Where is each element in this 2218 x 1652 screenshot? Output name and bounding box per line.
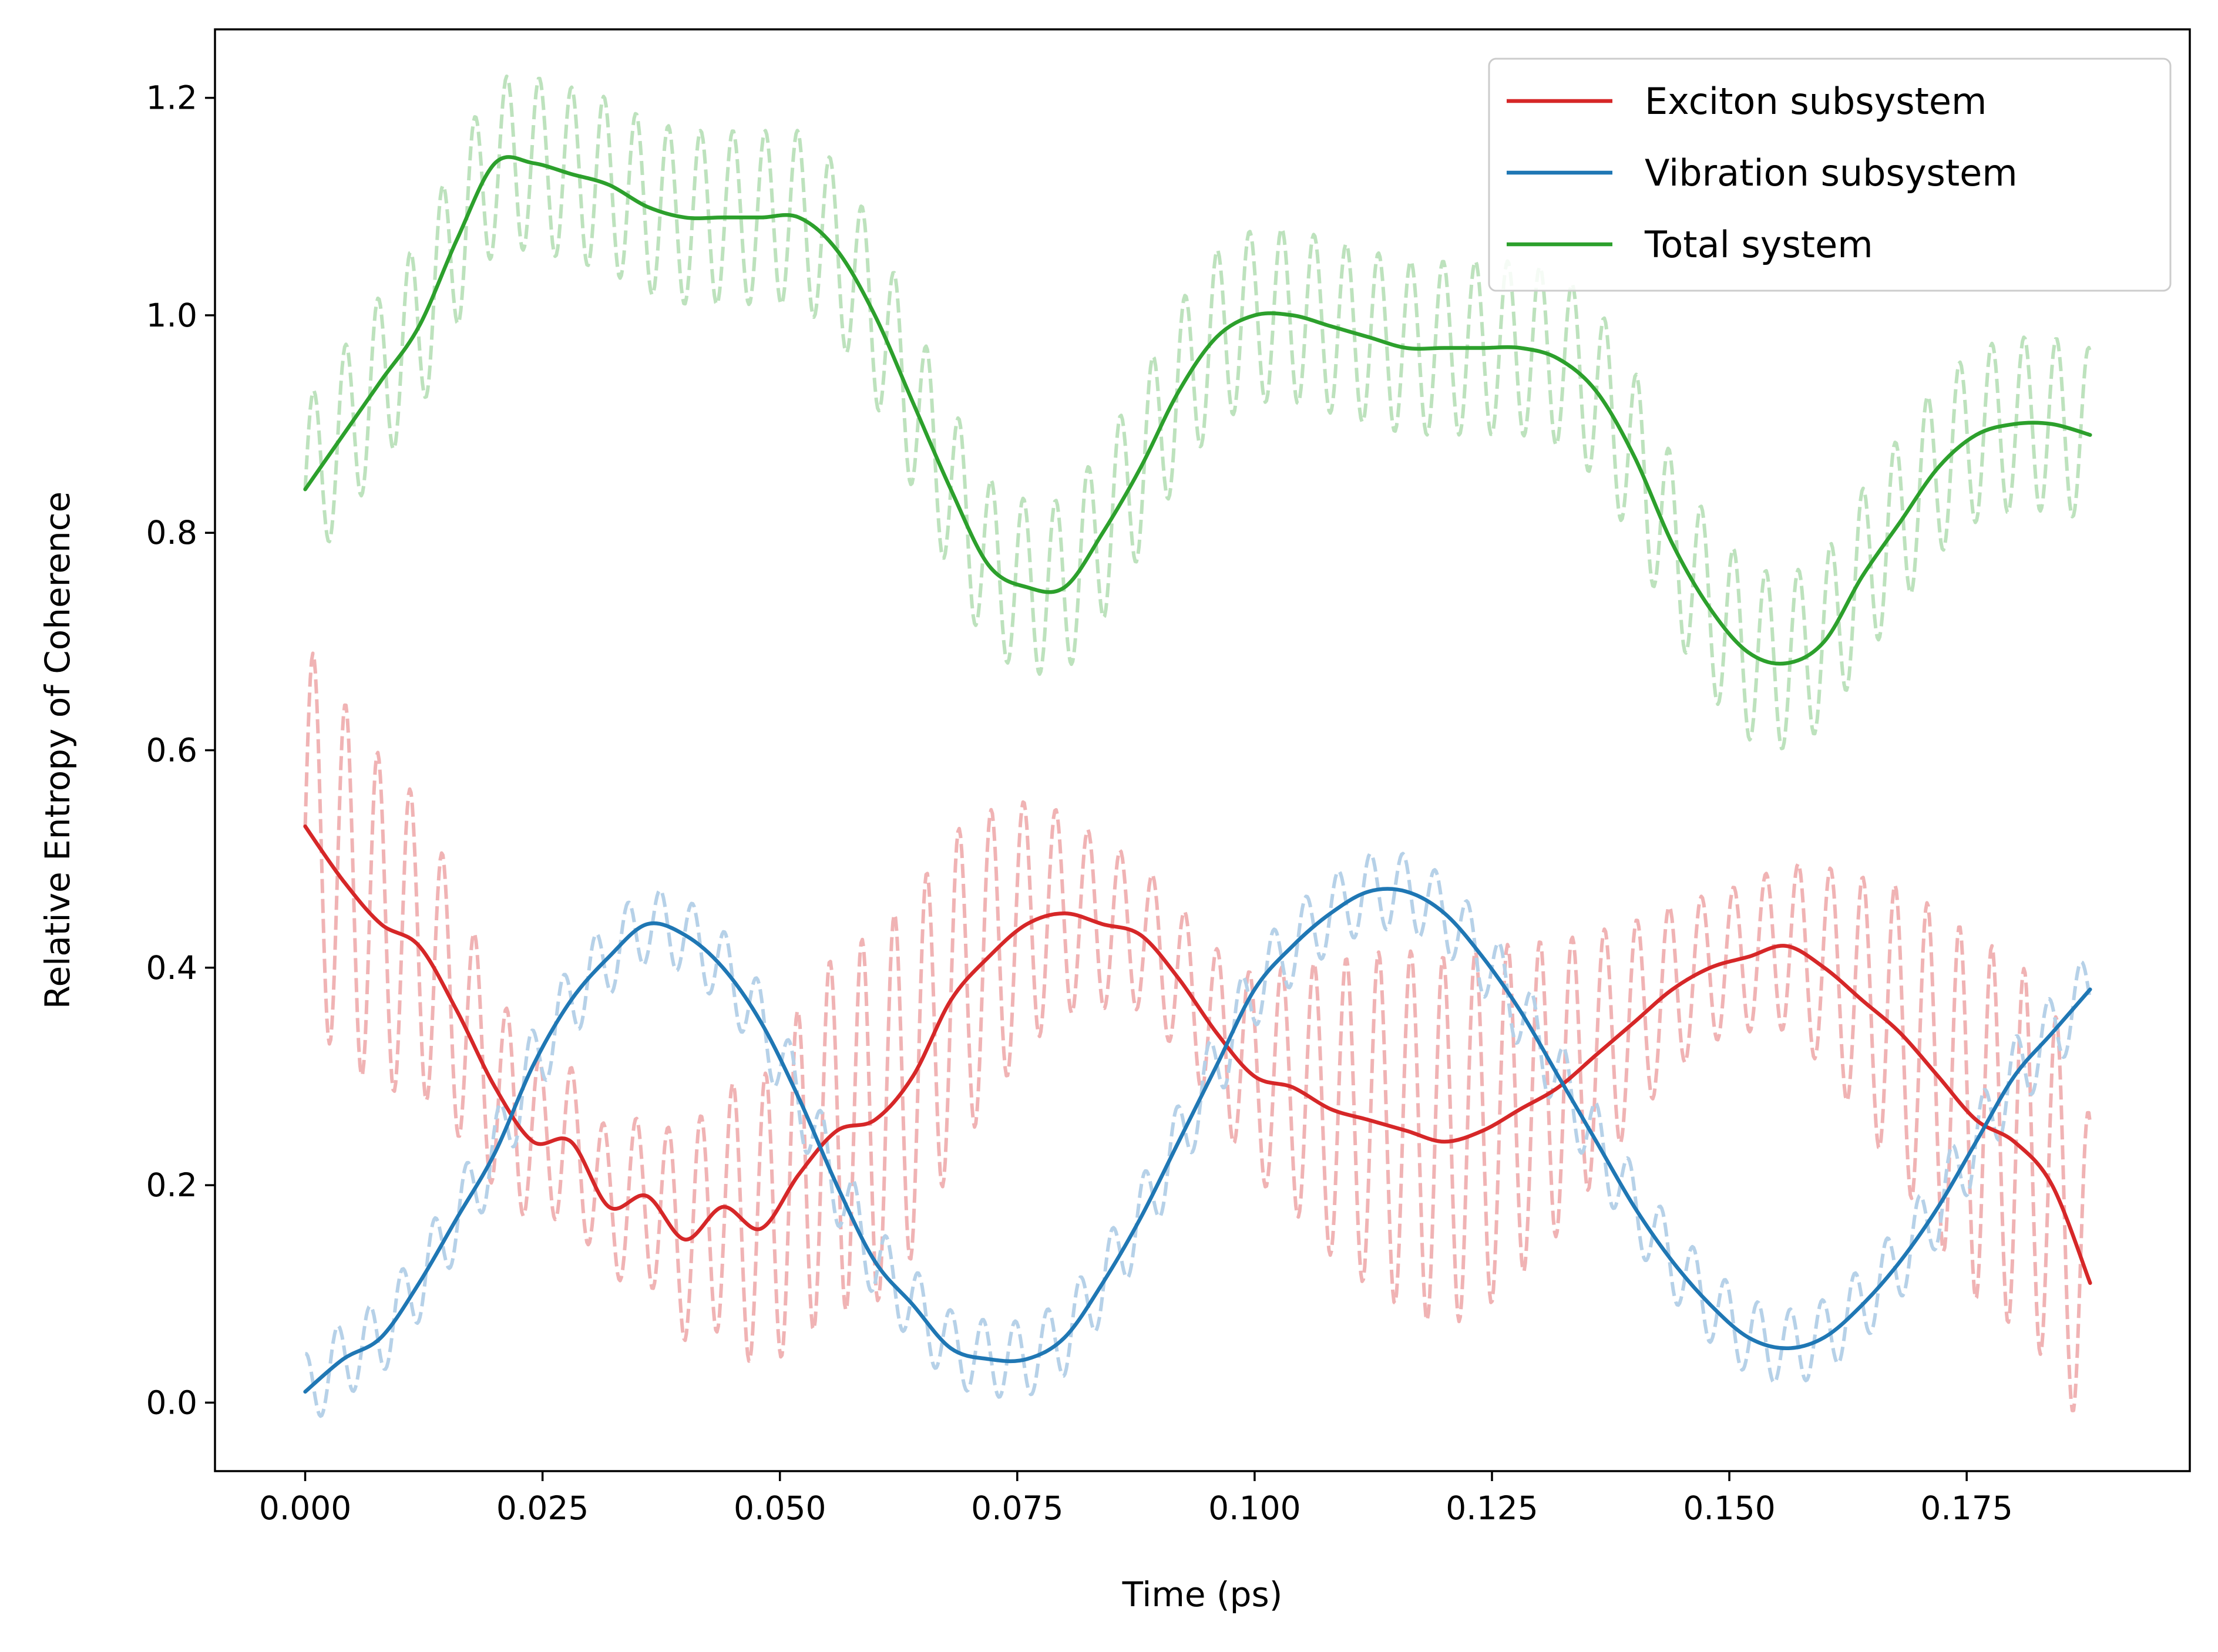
y-tick-label: 0.4: [146, 949, 197, 987]
x-axis-label: Time (ps): [1122, 1574, 1283, 1614]
series-layer: [303, 155, 2092, 1394]
y-tick-label: 0.2: [146, 1166, 197, 1204]
raw-dashed-line: [303, 651, 2092, 1412]
y-axis-ticks: 0.0 0.2 0.4 0.6 0.8 1.0 1.2: [146, 79, 215, 1421]
x-tick-label: 0.150: [1683, 1489, 1775, 1527]
series-line: [303, 824, 2092, 1285]
x-tick-label: 0.000: [259, 1489, 351, 1527]
raw-dashed-line: [303, 74, 2092, 751]
x-tick-label: 0.175: [1920, 1489, 2012, 1527]
x-axis-ticks: 0.000 0.025 0.050 0.075 0.100 0.125 0.150 0.175: [259, 1471, 2013, 1527]
legend-entry-label: Total system: [1644, 223, 1873, 266]
y-tick-label: 0.0: [146, 1384, 197, 1421]
legend-box: [1488, 58, 2172, 292]
y-tick-label: 1.0: [146, 297, 197, 334]
x-tick-label: 0.125: [1446, 1489, 1538, 1527]
x-tick-label: 0.075: [971, 1489, 1063, 1527]
y-tick-label: 0.6: [146, 732, 197, 769]
y-tick-label: 1.2: [146, 79, 197, 117]
y-axis-label: Relative Entropy of Coherence: [38, 492, 78, 1009]
legend: Exciton subsystem Vibration subsystem Tota…: [1488, 58, 2172, 292]
series-points: [305, 826, 2091, 1283]
legend-entry-label: Exciton subsystem: [1645, 80, 1987, 123]
raw-dashed-layer: [303, 74, 2092, 1418]
series-points: [305, 891, 2091, 1392]
x-tick-label: 0.025: [496, 1489, 589, 1527]
x-tick-label: 0.050: [734, 1489, 826, 1527]
x-tick-label: 0.100: [1208, 1489, 1300, 1527]
series-points: [305, 163, 2091, 664]
legend-entry-label: Vibration subsystem: [1645, 152, 2018, 194]
raw-dashed-line: [304, 852, 2092, 1418]
y-tick-label: 0.8: [146, 514, 197, 551]
